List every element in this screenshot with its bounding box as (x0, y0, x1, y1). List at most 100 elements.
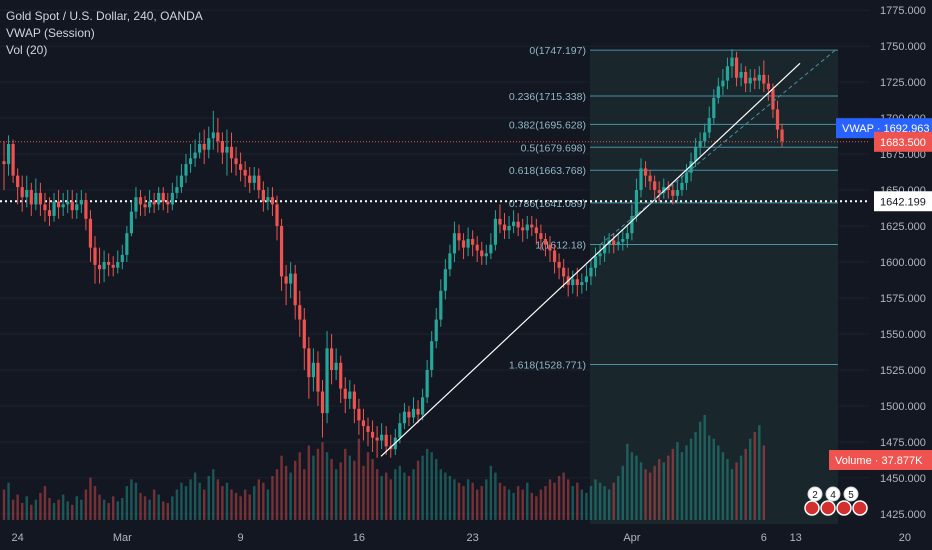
volume-bar (708, 435, 711, 520)
volume-bar (439, 469, 442, 520)
volume-bar (198, 482, 201, 520)
volume-bar (594, 479, 597, 520)
candle-body (766, 83, 770, 90)
volume-bar (93, 486, 97, 520)
candle-body (70, 201, 74, 211)
volume-bar (344, 448, 347, 520)
volume-bar (612, 482, 615, 520)
volume-tag (829, 450, 932, 470)
candle-body (530, 224, 534, 228)
y-axis-tick-label: 1750.000 (880, 41, 926, 53)
candle-body (721, 80, 725, 87)
level-tag (874, 191, 932, 212)
legend-volume[interactable]: Vol (20) (6, 43, 48, 57)
candle-body (593, 256, 598, 268)
candle-body (452, 233, 457, 254)
candle-body (293, 273, 297, 306)
candle-body (562, 267, 566, 277)
x-axis-tick-label: 16 (353, 532, 365, 544)
y-axis-tick-label: 1550.000 (880, 329, 926, 341)
volume-bar (485, 479, 488, 520)
candle-body (184, 164, 188, 176)
volume-bar (339, 462, 342, 520)
y-axis-tick-label: 1600.000 (880, 257, 926, 269)
candle-body (425, 369, 429, 398)
candle-body (198, 143, 202, 153)
candle-body (57, 201, 61, 208)
fib-zone (590, 50, 838, 525)
candle-body (38, 192, 42, 205)
candle-body (407, 411, 411, 418)
candle-body (716, 86, 720, 98)
volume-bar (2, 489, 6, 520)
candle-body (252, 175, 256, 183)
candle-body (34, 192, 38, 205)
volume-bar (234, 492, 238, 520)
candle-body (202, 143, 206, 150)
candle-body (439, 290, 443, 320)
x-axis-tick-label: Mar (113, 532, 132, 544)
volume-bar (685, 445, 688, 520)
candle-body (357, 408, 361, 421)
candle-body (507, 226, 511, 231)
candle-body (284, 276, 288, 284)
x-axis-tick-label: 13 (790, 532, 802, 544)
volume-bar (507, 489, 511, 520)
candle-body (2, 161, 6, 165)
volume-bar (257, 479, 260, 520)
volume-bar (216, 479, 220, 520)
volume-bar (658, 459, 661, 520)
candle-body (557, 262, 561, 268)
candle-body (666, 187, 670, 191)
volume-bar (535, 496, 538, 520)
candle-body (225, 146, 229, 153)
volume-bar (107, 503, 110, 520)
candle-body (730, 57, 734, 67)
candle-body (79, 200, 83, 205)
legend-symbol[interactable]: Gold Spot / U.S. Dollar, 240, OANDA (6, 9, 203, 23)
level-value: 1642.199 (880, 196, 926, 208)
volume-bar (758, 425, 761, 520)
candle-body (648, 175, 652, 182)
volume-bar (80, 499, 83, 520)
volume-bar (116, 501, 119, 520)
candle-body (75, 204, 79, 211)
volume-bar (626, 443, 629, 520)
volume-bar (644, 469, 647, 520)
candle-body (630, 215, 634, 234)
candle-body (298, 305, 302, 320)
volume-bar (130, 479, 133, 520)
last-price-tag (874, 131, 932, 152)
volume-bar (753, 431, 756, 520)
volume-bar (303, 469, 306, 520)
volume-bar (648, 472, 652, 520)
volume-bar (48, 497, 51, 520)
volume-bar (503, 486, 506, 520)
candle-body (211, 132, 215, 139)
candle-body (93, 247, 97, 265)
volume-bar (435, 459, 438, 520)
x-axis-tick-label: 6 (761, 532, 767, 544)
volume-bar (230, 489, 233, 520)
candle-body (16, 175, 20, 188)
candle-body (780, 129, 784, 142)
volume-bar (466, 479, 470, 520)
legend-vwap[interactable]: VWAP (Session) (6, 26, 95, 40)
volume-bar (662, 462, 665, 520)
volume-bar (184, 486, 188, 520)
volume-bar (321, 442, 324, 520)
candle-body (166, 201, 170, 205)
flag-marker (804, 500, 820, 516)
volume-bar (289, 472, 292, 520)
candle-body (475, 244, 479, 251)
volume-bar (444, 472, 447, 520)
candle-body (148, 201, 152, 208)
candle-body (157, 192, 161, 205)
candle-body (448, 253, 452, 270)
volume-bar (585, 492, 588, 520)
y-axis-tick-label: 1625.000 (880, 221, 926, 233)
candle-body (175, 187, 179, 193)
candle-body (107, 262, 111, 265)
candle-body (279, 226, 284, 277)
